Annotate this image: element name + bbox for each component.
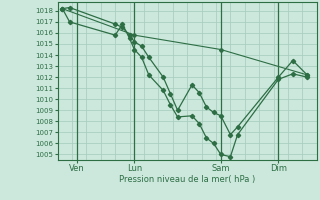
X-axis label: Pression niveau de la mer( hPa ): Pression niveau de la mer( hPa ) (119, 175, 255, 184)
